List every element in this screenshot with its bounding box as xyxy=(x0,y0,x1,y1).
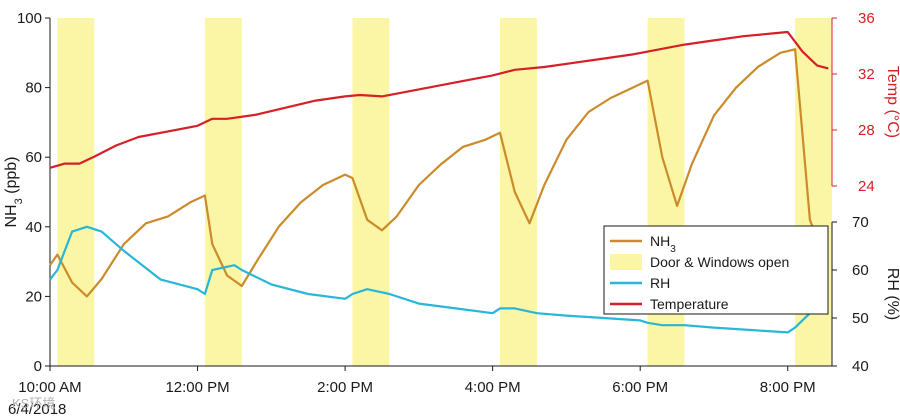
y-rh-axis-label: RH (%) xyxy=(884,268,900,320)
y-temp-tick-label: 24 xyxy=(858,178,875,195)
y-temp-axis-label: Temp (°C) xyxy=(884,66,900,138)
y-temp-tick-label: 32 xyxy=(858,66,875,83)
series-lines xyxy=(49,30,829,334)
open-band-1 xyxy=(57,18,95,366)
y-temp-tick-label: 28 xyxy=(858,122,875,139)
series-rh xyxy=(49,225,826,334)
y-left-tick-label: 20 xyxy=(25,288,42,305)
legend-swatch xyxy=(610,254,642,270)
y-left-tick-label: 100 xyxy=(17,10,42,27)
open-band-3 xyxy=(352,18,390,366)
open-band-2 xyxy=(204,18,242,366)
y-rh-tick-label: 70 xyxy=(852,214,869,231)
x-tick-label: 4:00 PM xyxy=(465,379,521,396)
y-rh-tick-label: 60 xyxy=(852,262,869,279)
axes: 0 20 40 60 80 100 NH3 (ppb) 24 28 32 36 Temp (°C) 40… xyxy=(3,10,900,396)
y-left-tick-label: 60 xyxy=(25,149,42,166)
watermark: KS环境 xyxy=(12,396,55,411)
y-left-tick-label: 40 xyxy=(25,219,42,236)
legend-label: Door & Windows open xyxy=(650,254,789,270)
x-tick-label: 12:00 PM xyxy=(165,379,229,396)
x-tick-label: 2:00 PM xyxy=(317,379,373,396)
x-tick-label: 8:00 PM xyxy=(760,379,816,396)
date-label: 6/4/2018 xyxy=(8,401,66,418)
y-rh-tick-label: 50 xyxy=(852,310,869,327)
y-left-tick-label: 80 xyxy=(25,80,42,97)
series-nh3 xyxy=(49,48,826,298)
series-temperature xyxy=(49,30,829,169)
y-rh-tick-label: 40 xyxy=(852,358,869,375)
legend-label: NH3 xyxy=(650,233,676,255)
x-tick-label: 10:00 AM xyxy=(18,379,81,396)
legend-label: Temperature xyxy=(650,296,729,312)
y-left-tick-label: 0 xyxy=(34,358,42,375)
legend-label: RH xyxy=(650,275,670,291)
y-temp-tick-label: 36 xyxy=(858,10,875,27)
x-tick-label: 6:00 PM xyxy=(612,379,668,396)
y-left-axis-label: NH3 (ppb) xyxy=(3,156,25,227)
